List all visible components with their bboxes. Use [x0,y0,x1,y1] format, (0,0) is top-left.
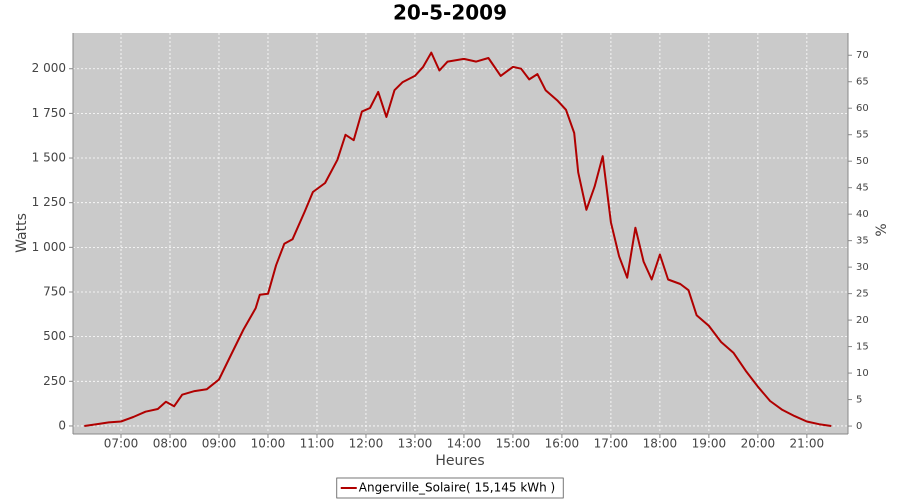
x-tick-label: 21:00 [790,437,825,451]
x-tick-label: 12:00 [349,437,384,451]
x-tick-label: 11:00 [300,437,335,451]
x-tick-label: 08:00 [153,437,188,451]
y-tick-label: 1 750 [32,106,66,120]
x-axis-label: Heures [435,453,484,469]
y2-axis-label: % [874,223,890,236]
plot-area [73,33,848,434]
y2-tick-label: 35 [856,236,869,247]
y2-tick-label: 50 [856,156,869,167]
x-tick-label: 17:00 [594,437,629,451]
y2-tick-label: 10 [856,368,869,379]
y-tick-label: 1 500 [32,151,66,165]
chart-title: 20-5-2009 [393,1,507,25]
y2-tick-label: 15 [856,342,869,353]
x-tick-label: 18:00 [643,437,678,451]
y2-tick-label: 70 [856,50,869,61]
x-tick-label: 16:00 [545,437,580,451]
y2-tick-label: 40 [856,209,869,220]
y-tick-label: 750 [43,284,66,298]
legend-box [336,477,564,499]
y-tick-label: 250 [43,374,66,388]
series-line [84,51,832,427]
x-tick-label: 10:00 [251,437,286,451]
y-tick-label: 2 000 [32,61,66,75]
legend-label: Angerville_Solaire( 15,145 kWh ) [359,481,555,495]
y2-tick-label: 25 [856,289,869,300]
x-tick-label: 14:00 [447,437,482,451]
x-tick-label: 19:00 [692,437,727,451]
y-tick-label: 1 250 [32,195,66,209]
x-tick-label: 09:00 [202,437,237,451]
y2-tick-label: 30 [856,262,869,273]
y2-tick-label: 45 [856,183,869,194]
y2-tick-label: 65 [856,77,869,88]
x-tick-label: 20:00 [741,437,776,451]
y-tick-label: 0 [58,418,66,432]
y-axis-label: Watts [14,213,30,253]
y2-tick-label: 5 [856,395,862,406]
y2-tick-label: 55 [856,130,869,141]
y2-tick-label: 60 [856,103,869,114]
x-tick-label: 07:00 [104,437,139,451]
y-tick-label: 1 000 [32,240,66,254]
y-tick-label: 500 [43,329,66,343]
y2-tick-label: 0 [856,421,862,432]
x-tick-label: 13:00 [398,437,433,451]
y2-tick-label: 20 [856,315,869,326]
x-tick-label: 15:00 [496,437,531,451]
